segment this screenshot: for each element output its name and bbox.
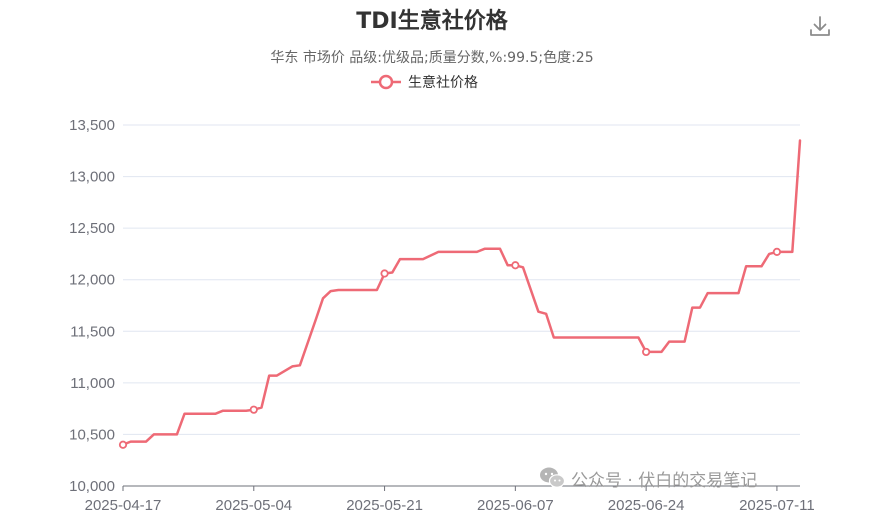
legend-label: 生意社价格 [408,74,478,91]
legend-marker-icon [378,74,394,90]
y-tick-label: 12,500 [69,220,115,237]
x-axis: 2025-04-17 2025-05-04 2025-05-21 2025-06-07… [85,485,815,514]
chart-subtitle: 华东 市场价 品级:优级品;质量分数,%:99.5;色度:25 [270,49,593,66]
download-icon[interactable] [808,14,832,38]
series-line [118,139,802,449]
data-point-marker[interactable] [118,440,128,449]
y-tick-label: 11,000 [70,375,115,392]
chart-title: TDI生意社价格 [356,8,508,34]
x-tick-label: 2025-06-07 [477,497,554,514]
x-tick-label: 2025-04-17 [85,497,162,514]
x-tick-label: 2025-07-11 [739,497,815,514]
data-point-marker[interactable] [642,347,651,357]
y-tick-label: 13,500 [69,117,115,134]
legend[interactable]: 生意社价格 [371,74,478,91]
y-tick-label: 11,500 [70,323,115,340]
series-line-path [121,139,802,446]
y-tick-label: 13,000 [69,169,115,186]
x-tick-label: 2025-06-24 [608,497,685,514]
y-tick-label: 10,500 [69,426,115,443]
x-tick-label: 2025-05-04 [215,497,292,514]
data-point-marker[interactable] [772,247,782,256]
wechat-icon [540,467,566,488]
y-axis: 10,000 10,500 11,000 11,500 12,000 12,500 13,0… [69,117,115,495]
watermark-text: 公众号 · 伏白的交易笔记 [571,471,757,491]
data-point-marker[interactable] [380,269,389,278]
watermark: 公众号 · 伏白的交易笔记 [540,467,757,491]
y-tick-label: 10,000 [69,478,115,495]
grid-lines [123,124,800,487]
x-tick-label: 2025-05-21 [346,497,423,514]
data-point-marker[interactable] [511,261,520,270]
data-point-marker[interactable] [249,405,258,414]
y-tick-label: 12,000 [69,272,115,289]
